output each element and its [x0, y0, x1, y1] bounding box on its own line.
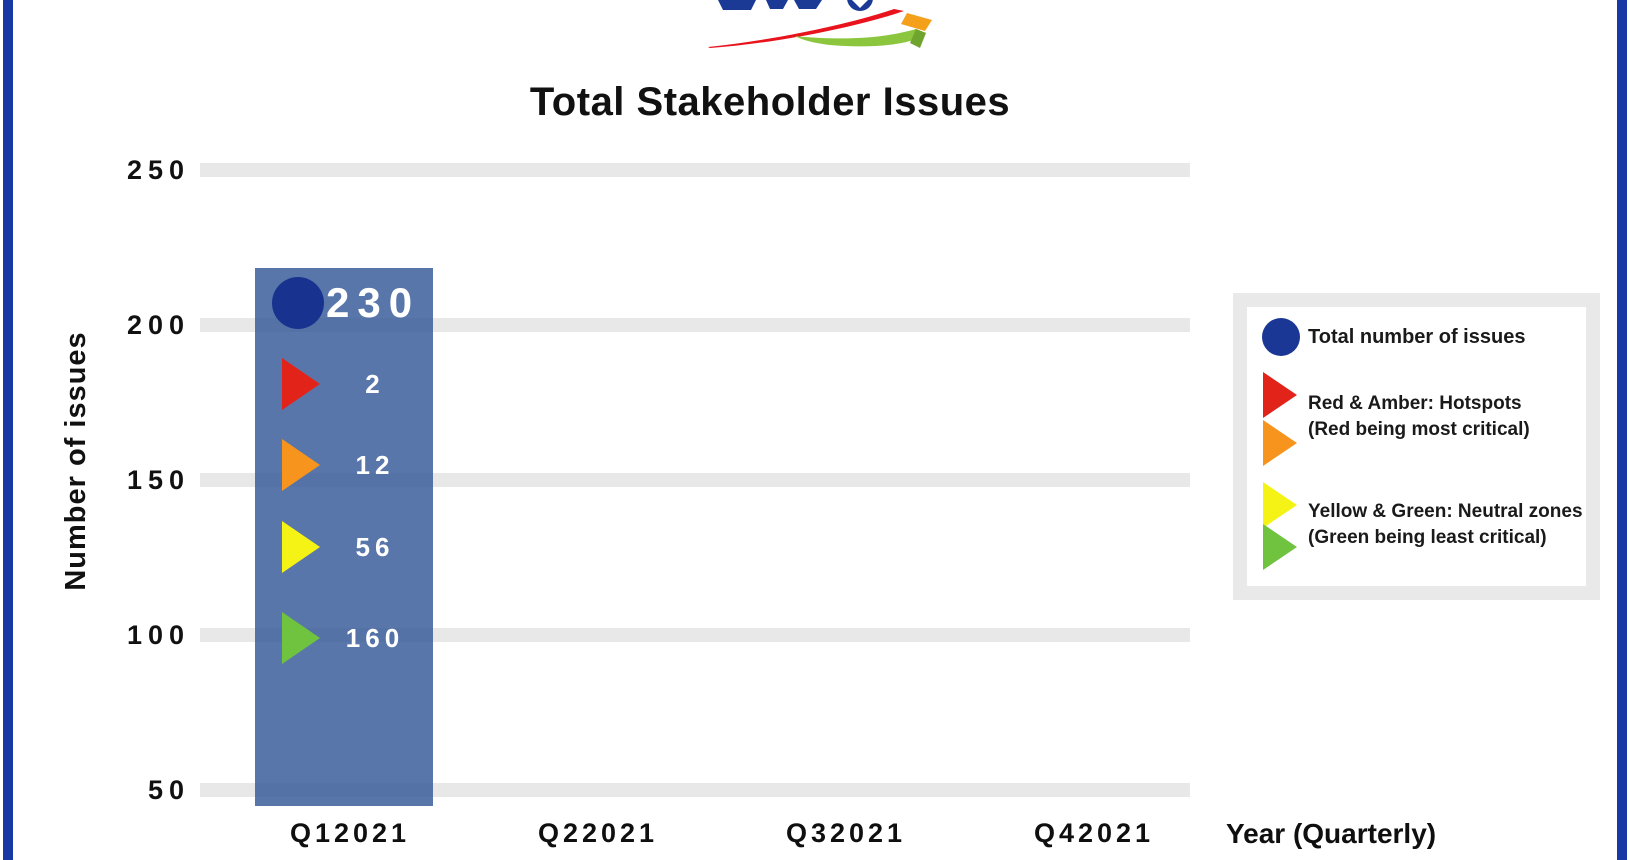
green-triangle-marker [282, 612, 320, 664]
gridline-200 [200, 318, 1190, 332]
yellow-triangle-marker [282, 521, 320, 573]
total-issues-circle-marker [272, 277, 324, 329]
amber-triangle-marker [282, 439, 320, 491]
amber-issues-value: 12 [355, 450, 395, 480]
gridline-150 [200, 473, 1190, 487]
legend-green-triangle-icon [1263, 524, 1297, 570]
legend-label-hotspots: Red & Amber: Hotspots (Red being most cr… [1308, 391, 1530, 443]
y-axis-tick-250: 250 [126, 155, 190, 185]
legend-neutral-line1: Yellow & Green: Neutral zones [1308, 501, 1583, 522]
page-border-right [1617, 0, 1627, 860]
legend-hotspots-line1: Red & Amber: Hotspots [1308, 393, 1522, 414]
yellow-issues-value: 56 [355, 532, 395, 562]
legend-neutral-line2: (Green being least critical) [1308, 527, 1547, 548]
legend-red-triangle-icon [1263, 372, 1297, 418]
legend-box: Total number of issues Red & Amber: Hots… [1233, 293, 1600, 600]
x-axis-tick-q4-2021: Q42021 [1033, 818, 1155, 848]
legend-label-neutral: Yellow & Green: Neutral zones (Green bei… [1308, 499, 1583, 551]
green-issues-value: 160 [345, 623, 405, 653]
legend-yellow-triangle-icon [1263, 482, 1297, 528]
x-axis-tick-q2-2021: Q22021 [537, 818, 659, 848]
gridline-250 [200, 163, 1190, 177]
y-axis-title: Number of issues [60, 331, 92, 591]
legend-circle-icon [1262, 318, 1300, 356]
red-issues-value: 2 [365, 369, 385, 399]
legend-orange-triangle-icon [1263, 420, 1297, 466]
legend-label-total: Total number of issues [1308, 326, 1526, 348]
x-axis-tick-q3-2021: Q32021 [785, 818, 907, 848]
gridline-100 [200, 628, 1190, 642]
legend-hotspots-line2: (Red being most critical) [1308, 419, 1530, 440]
red-triangle-marker [282, 358, 320, 410]
page-border-left [3, 0, 13, 860]
y-axis-tick-100: 100 [126, 620, 190, 650]
chart-title: Total Stakeholder Issues [529, 80, 1011, 124]
x-axis-tick-q1-2021: Q12021 [289, 818, 411, 848]
y-axis-tick-50: 50 [147, 775, 190, 805]
gridline-50 [200, 783, 1190, 797]
total-issues-value: 230 [326, 279, 421, 326]
x-axis-title: Year (Quarterly) [1226, 818, 1437, 849]
brand-logo-icon [708, 0, 932, 48]
y-axis-tick-200: 200 [126, 310, 190, 340]
y-axis-tick-150: 150 [126, 465, 190, 495]
